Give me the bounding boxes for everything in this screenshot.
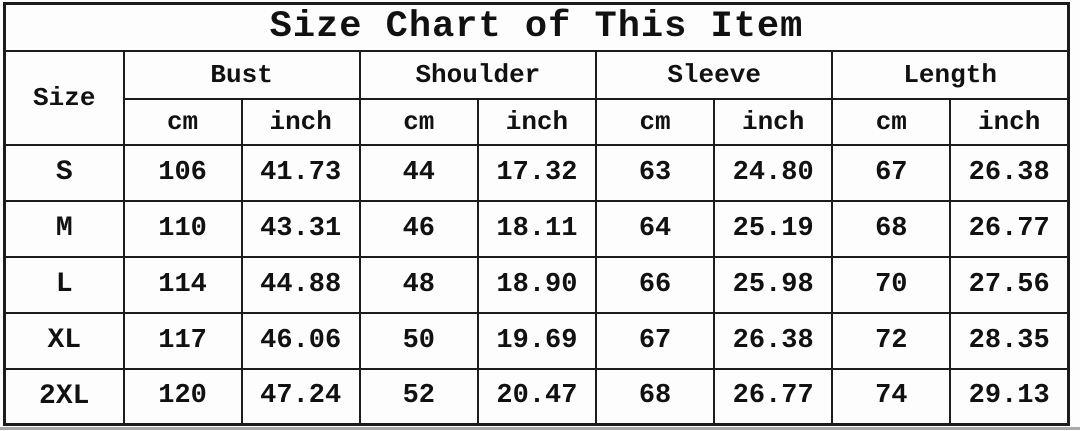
table-row-2xl: 2XL 120 47.24 52 20.47 68 26.77 74 29.13 <box>3 367 1070 426</box>
bottom-gray-line <box>0 427 1080 430</box>
sleeve-cm-value: 64 <box>594 199 716 258</box>
sleeve-inch-value: 25.98 <box>713 255 834 314</box>
shoulder-cm-value: 50 <box>358 311 479 370</box>
unit-header-shoulder-inch: inch <box>476 97 598 146</box>
size-value: XL <box>3 311 125 370</box>
unit-header-shoulder-cm: cm <box>358 97 479 146</box>
sleeve-cm-value: 63 <box>594 143 716 202</box>
shoulder-inch-value: 19.69 <box>476 311 598 370</box>
column-header-length: Length <box>831 49 1070 100</box>
bust-inch-value: 46.06 <box>240 311 361 370</box>
shoulder-inch-value: 18.11 <box>476 199 598 258</box>
length-cm-value: 67 <box>831 143 952 202</box>
column-header-sleeve: Sleeve <box>594 49 834 100</box>
shoulder-cm-value: 52 <box>358 367 479 426</box>
column-header-size: Size <box>3 49 125 146</box>
sleeve-inch-value: 26.77 <box>713 367 834 426</box>
length-cm-value: 70 <box>831 255 952 314</box>
size-chart-table: Size Chart of This Item Size Bust Should… <box>3 2 1070 426</box>
size-value: 2XL <box>3 367 125 426</box>
unit-header-sleeve-cm: cm <box>594 97 716 146</box>
unit-header-length-inch: inch <box>949 97 1070 146</box>
shoulder-inch-value: 17.32 <box>476 143 598 202</box>
sleeve-cm-value: 66 <box>594 255 716 314</box>
bust-cm-value: 120 <box>122 367 243 426</box>
size-value: M <box>3 199 125 258</box>
bust-cm-value: 114 <box>122 255 243 314</box>
length-inch-value: 29.13 <box>949 367 1070 426</box>
table-row-s: S 106 41.73 44 17.32 63 24.80 67 26.38 <box>3 143 1070 202</box>
size-value: L <box>3 255 125 314</box>
length-inch-value: 26.77 <box>949 199 1070 258</box>
length-inch-value: 28.35 <box>949 311 1070 370</box>
shoulder-inch-value: 18.90 <box>476 255 598 314</box>
shoulder-cm-value: 44 <box>358 143 479 202</box>
table-row-xl: XL 117 46.06 50 19.69 67 26.38 72 28.35 <box>3 311 1070 370</box>
sleeve-inch-value: 24.80 <box>713 143 834 202</box>
bust-inch-value: 44.88 <box>240 255 361 314</box>
length-cm-value: 72 <box>831 311 952 370</box>
bust-cm-value: 110 <box>122 199 243 258</box>
table-row-m: M 110 43.31 46 18.11 64 25.19 68 26.77 <box>3 199 1070 258</box>
bust-cm-value: 106 <box>122 143 243 202</box>
length-cm-value: 68 <box>831 199 952 258</box>
length-cm-value: 74 <box>831 367 952 426</box>
unit-header-bust-cm: cm <box>122 97 243 146</box>
length-inch-value: 27.56 <box>949 255 1070 314</box>
shoulder-cm-value: 48 <box>358 255 479 314</box>
sleeve-cm-value: 67 <box>594 311 716 370</box>
table-row-l: L 114 44.88 48 18.90 66 25.98 70 27.56 <box>3 255 1070 314</box>
title-row: Size Chart of This Item <box>3 2 1070 52</box>
bust-inch-value: 47.24 <box>240 367 361 426</box>
unit-header-length-cm: cm <box>831 97 952 146</box>
unit-header-row: cm inch cm inch cm inch cm inch <box>5 97 1070 146</box>
sleeve-inch-value: 26.38 <box>713 311 834 370</box>
unit-header-bust-inch: inch <box>240 97 361 146</box>
sleeve-inch-value: 25.19 <box>713 199 834 258</box>
column-header-bust: Bust <box>122 49 361 100</box>
column-header-shoulder: Shoulder <box>358 49 598 100</box>
group-header-row: Size Bust Shoulder Sleeve Length <box>3 49 1070 146</box>
size-value: S <box>3 143 125 202</box>
bust-cm-value: 117 <box>122 311 243 370</box>
shoulder-inch-value: 20.47 <box>476 367 598 426</box>
bust-inch-value: 41.73 <box>240 143 361 202</box>
page-title: Size Chart of This Item <box>3 2 1070 52</box>
shoulder-cm-value: 46 <box>358 199 479 258</box>
sleeve-cm-value: 68 <box>594 367 716 426</box>
length-inch-value: 26.38 <box>949 143 1070 202</box>
bust-inch-value: 43.31 <box>240 199 361 258</box>
unit-header-sleeve-inch: inch <box>713 97 834 146</box>
